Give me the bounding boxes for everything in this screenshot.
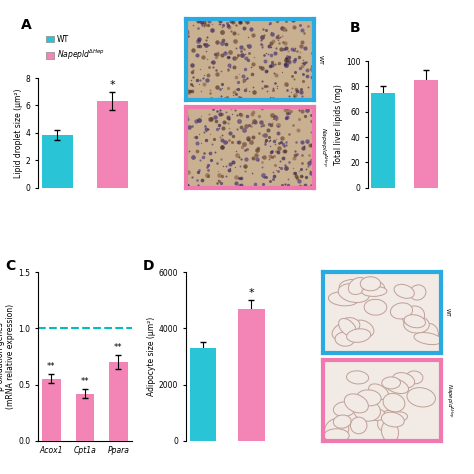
Ellipse shape — [384, 378, 409, 393]
Bar — [42, 135, 73, 188]
Ellipse shape — [382, 421, 399, 443]
Ellipse shape — [404, 316, 429, 333]
Bar — [414, 80, 438, 188]
Ellipse shape — [363, 281, 385, 296]
Text: D: D — [143, 259, 155, 273]
Bar — [97, 101, 128, 188]
Ellipse shape — [353, 320, 374, 337]
Ellipse shape — [338, 319, 356, 336]
Ellipse shape — [339, 318, 360, 332]
Ellipse shape — [386, 412, 408, 422]
Y-axis label: Total liver lipids (mg): Total liver lipids (mg) — [334, 84, 343, 165]
Ellipse shape — [392, 373, 415, 388]
Ellipse shape — [422, 324, 438, 344]
Ellipse shape — [378, 410, 394, 431]
Ellipse shape — [383, 393, 405, 412]
Bar — [238, 309, 264, 441]
Ellipse shape — [350, 417, 367, 434]
Ellipse shape — [346, 329, 371, 342]
Ellipse shape — [325, 419, 349, 441]
Text: C: C — [5, 259, 15, 273]
Ellipse shape — [404, 315, 426, 328]
Ellipse shape — [391, 303, 412, 319]
Bar — [42, 379, 61, 441]
Ellipse shape — [348, 397, 369, 410]
Ellipse shape — [414, 333, 442, 345]
Ellipse shape — [407, 388, 436, 407]
Y-axis label: Adipocyte size (μm²): Adipocyte size (μm²) — [147, 317, 156, 396]
Ellipse shape — [344, 394, 368, 413]
Text: **: ** — [114, 343, 123, 352]
Ellipse shape — [353, 400, 381, 421]
Bar — [190, 348, 216, 441]
Ellipse shape — [406, 371, 423, 384]
Ellipse shape — [382, 412, 404, 427]
Ellipse shape — [356, 390, 381, 406]
Ellipse shape — [394, 284, 414, 298]
Y-axis label: β-oxidation genes
(mRNA relative expression): β-oxidation genes (mRNA relative express… — [0, 304, 15, 409]
Ellipse shape — [348, 277, 367, 294]
Text: WT: WT — [318, 55, 323, 64]
Ellipse shape — [402, 306, 425, 326]
Text: $\it{Napepld}$$^{\Delta Hep}$: $\it{Napepld}$$^{\Delta Hep}$ — [444, 383, 455, 418]
Ellipse shape — [369, 384, 389, 400]
Ellipse shape — [368, 409, 385, 420]
Ellipse shape — [332, 321, 359, 340]
Ellipse shape — [382, 377, 401, 389]
Text: **: ** — [81, 377, 89, 386]
Legend: WT, $\it{Napepld}$$^{\Delta Hep}$: WT, $\it{Napepld}$$^{\Delta Hep}$ — [46, 35, 105, 62]
Bar — [109, 362, 128, 441]
Bar — [76, 393, 94, 441]
Text: *: * — [248, 288, 254, 298]
Ellipse shape — [360, 277, 381, 291]
Bar — [372, 93, 395, 188]
Text: B: B — [350, 21, 361, 35]
Text: $\it{Napepld}$$^{\Delta Hep}$: $\it{Napepld}$$^{\Delta Hep}$ — [318, 128, 328, 167]
Ellipse shape — [346, 371, 369, 384]
Ellipse shape — [333, 415, 351, 428]
Ellipse shape — [410, 285, 426, 300]
Ellipse shape — [362, 286, 387, 296]
Ellipse shape — [339, 279, 367, 294]
Ellipse shape — [324, 429, 349, 442]
Text: WT: WT — [444, 308, 449, 317]
Text: *: * — [109, 80, 115, 90]
Text: A: A — [21, 18, 32, 32]
Ellipse shape — [333, 402, 356, 417]
Y-axis label: Lipid droplet size (μm²): Lipid droplet size (μm²) — [14, 88, 23, 178]
Ellipse shape — [335, 332, 355, 346]
Ellipse shape — [364, 299, 387, 315]
Ellipse shape — [328, 292, 359, 306]
Text: **: ** — [47, 362, 55, 371]
Ellipse shape — [338, 284, 369, 302]
